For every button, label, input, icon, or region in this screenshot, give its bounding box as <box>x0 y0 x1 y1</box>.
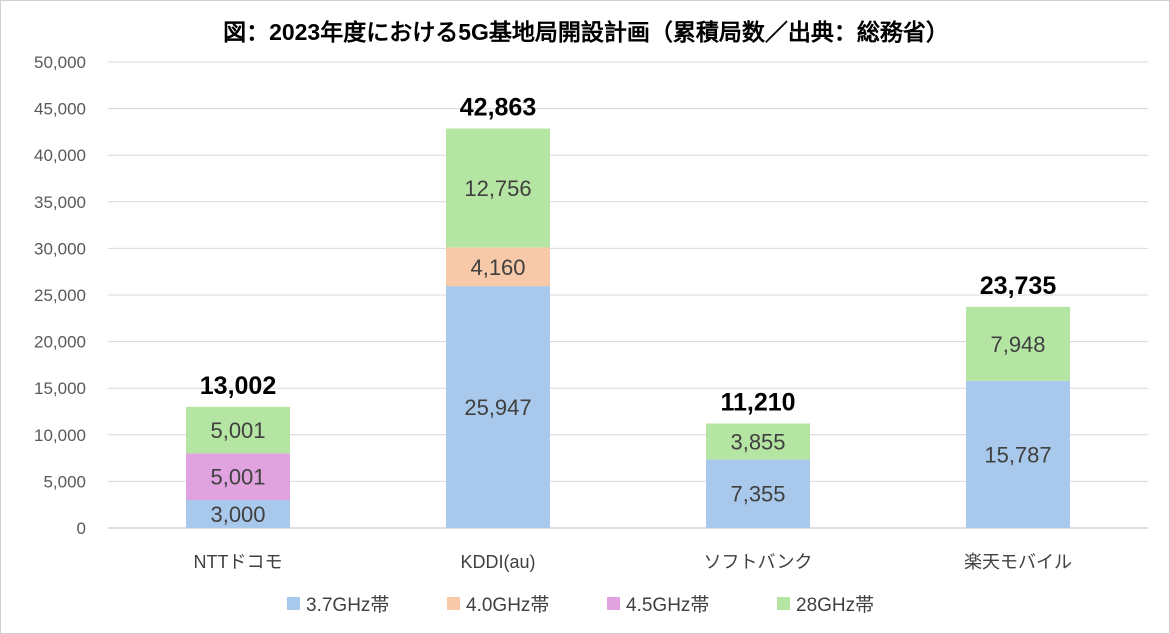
chart-title: 図：2023年度における5G基地局開設計画（累積局数／出典：総務省） <box>223 19 949 45</box>
total-label: 42,863 <box>460 94 536 122</box>
bar-segment <box>446 286 550 528</box>
y-tick-label: 40,000 <box>34 146 86 165</box>
y-tick-label: 45,000 <box>34 100 86 119</box>
y-tick-label: 5,000 <box>43 472 86 491</box>
y-tick-label: 15,000 <box>34 379 86 398</box>
bar-segment <box>966 306 1070 381</box>
y-tick-label: 50,000 <box>34 53 86 72</box>
bar-segment <box>966 380 1070 528</box>
legend-label: 3.7GHz帯 <box>306 594 389 616</box>
bar-segment <box>186 406 290 454</box>
data-label: 7,948 <box>990 332 1045 357</box>
bar-segment <box>186 453 290 501</box>
x-tick-label: ソフトバンク <box>704 552 813 572</box>
total-label: 11,210 <box>720 389 795 417</box>
x-tick-label: KDDI(au) <box>460 552 535 572</box>
data-label: 3,855 <box>730 429 785 454</box>
legend-label: 4.0GHz帯 <box>466 594 549 616</box>
total-label: 13,002 <box>200 372 276 400</box>
data-label: 3,000 <box>210 502 265 527</box>
y-tick-label: 10,000 <box>34 426 86 445</box>
legend-swatch <box>607 597 620 610</box>
legend-swatch <box>777 597 790 610</box>
bar-segment <box>446 128 550 248</box>
legend-label: 28GHz帯 <box>796 594 874 616</box>
x-tick-label: NTTドコモ <box>194 552 283 572</box>
bar-segment <box>706 459 810 528</box>
data-label: 7,355 <box>730 482 785 507</box>
data-label: 5,001 <box>210 418 265 443</box>
bar-segment <box>446 247 550 287</box>
y-tick-label: 25,000 <box>34 286 86 305</box>
y-tick-label: 0 <box>77 519 86 538</box>
data-label: 4,160 <box>470 255 525 280</box>
data-label: 25,947 <box>464 395 531 420</box>
y-tick-label: 35,000 <box>34 193 86 212</box>
x-tick-label: 楽天モバイル <box>964 552 1072 572</box>
legend-swatch <box>287 597 300 610</box>
legend-swatch <box>447 597 460 610</box>
y-tick-label: 20,000 <box>34 333 86 352</box>
data-label: 5,001 <box>210 465 265 490</box>
total-label: 23,735 <box>980 272 1057 300</box>
data-label: 15,787 <box>984 442 1051 467</box>
legend-label: 4.5GHz帯 <box>626 594 709 616</box>
bar-segment <box>706 423 810 460</box>
bar-segment <box>186 500 290 528</box>
y-tick-label: 30,000 <box>34 239 86 258</box>
data-label: 12,756 <box>464 176 531 201</box>
